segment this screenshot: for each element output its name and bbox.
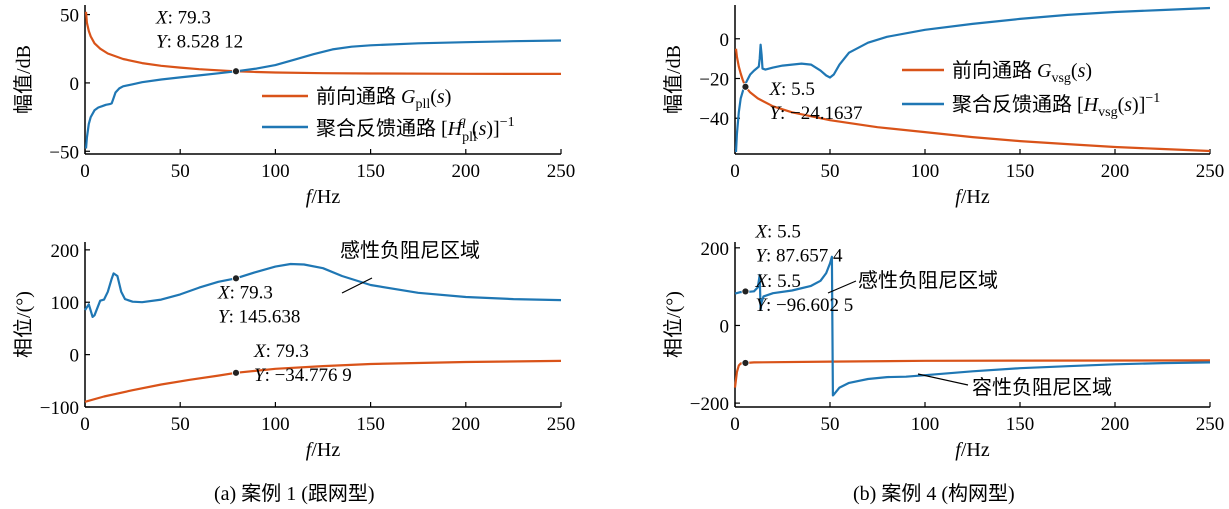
datatip-marker [741, 287, 750, 296]
y-axis-label: 幅值/dB [662, 45, 685, 114]
x-tick-label: 250 [547, 414, 576, 435]
region-label-b-inductive: 感性负阻尼区域 [858, 269, 998, 292]
datatip-marker [232, 368, 240, 377]
datatip-label: Y: −96.602 5 [755, 295, 853, 316]
region-b-capacitive-leader [917, 373, 969, 386]
region-label-b-capacitive: 容性负阻尼区域 [972, 376, 1112, 399]
x-axis-label: f/Hz [306, 439, 341, 461]
x-tick-label: 50 [171, 161, 190, 182]
x-tick-label: 200 [452, 161, 481, 182]
x-tick-label: 200 [452, 414, 481, 435]
series-line-feedback [84, 262, 562, 318]
series-line-forward [734, 48, 1211, 153]
x-tick-label: 50 [821, 161, 840, 182]
x-tick-label: 100 [911, 161, 940, 182]
x-tick-label: 100 [261, 414, 290, 435]
legend-b: 前向通路 Gvsg(s) 聚合反馈通路 [Hvsg(s)]−1 [902, 59, 1160, 120]
x-tick-label: 250 [547, 161, 576, 182]
x-tick-label: 200 [1101, 414, 1130, 435]
x-tick-label: 100 [911, 414, 940, 435]
x-tick-label: 150 [1006, 161, 1035, 182]
series-line-forward [84, 359, 562, 403]
x-tick-label: 150 [356, 161, 385, 182]
legend-a: 前向通路 Gpll(s) 聚合反馈通路 [Hpllq (s)]−1 [262, 85, 515, 145]
region-b-inductive-leader [827, 280, 857, 294]
y-tick-label: −200 [690, 394, 729, 415]
x-tick-label: 100 [261, 161, 290, 182]
y-tick-label: −50 [49, 142, 79, 163]
datatip-label: X: 5.5 [754, 271, 800, 292]
datatip-marker [741, 82, 750, 91]
x-tick-label: 50 [821, 414, 840, 435]
y-tick-label: −20 [699, 70, 729, 91]
datatip-marker [232, 274, 240, 283]
x-tick-label: 250 [1196, 414, 1225, 435]
y-tick-label: −40 [699, 109, 729, 130]
plot-b-magnitude: 0 50 100 150 200 250 −40 −20 0 f/Hz 幅值/dB X: 5.5 Y: … [662, 5, 1224, 208]
datatip-label: X: 79.3 [253, 341, 309, 362]
y-tick-label: 0 [720, 30, 730, 51]
y-tick-label: 200 [701, 239, 730, 260]
datatip-marker [741, 359, 750, 367]
datatip-label: Y: −34.776 9 [254, 365, 352, 386]
x-tick-label: 150 [1006, 414, 1035, 435]
y-tick-label: 0 [720, 316, 730, 337]
datatip-label: X: 79.3 [155, 7, 211, 28]
x-axis-label: f/Hz [955, 186, 990, 208]
series-line-forward [84, 11, 562, 75]
datatip-label: Y: 8.528 12 [156, 31, 243, 52]
region-a-leader [341, 277, 373, 294]
x-axis-label: f/Hz [306, 186, 341, 208]
y-axis-label: 相位/(°) [12, 291, 35, 358]
legend-b-feedback-label: 聚合反馈通路 [Hvsg(s)]−1 [952, 91, 1160, 120]
datatip-label: Y: 145.638 [218, 306, 300, 327]
x-tick-label: 0 [730, 414, 740, 435]
y-axis-label: 相位/(°) [662, 291, 685, 358]
x-tick-label: 0 [80, 161, 90, 182]
y-axis-label: 幅值/dB [12, 45, 35, 114]
legend-b-forward-label: 前向通路 Gvsg(s) [952, 59, 1092, 86]
datatip-label: Y: −24.1637 [769, 103, 862, 124]
datatip-label: X: 5.5 [768, 79, 814, 100]
y-tick-label: 0 [70, 346, 80, 367]
series-line-feedback [84, 39, 562, 149]
x-tick-label: 200 [1101, 161, 1130, 182]
x-tick-label: 250 [1196, 161, 1225, 182]
legend-a-forward-label: 前向通路 Gpll(s) [316, 85, 451, 112]
x-tick-label: 50 [171, 414, 190, 435]
y-tick-label: 50 [60, 6, 79, 27]
y-tick-label: 200 [51, 241, 80, 262]
caption-b: (b) 案例 4 (构网型) [853, 482, 1015, 505]
series-line-feedback [734, 255, 1211, 397]
caption-a: (a) 案例 1 (跟网型) [214, 482, 375, 505]
y-tick-label: −100 [40, 398, 79, 419]
series-line-feedback [734, 6, 1211, 153]
x-axis-label: f/Hz [955, 439, 990, 461]
x-tick-label: 0 [730, 161, 740, 182]
datatip-marker [232, 67, 240, 76]
y-tick-label: 100 [51, 293, 80, 314]
x-tick-label: 0 [80, 414, 90, 435]
datatip-label: X: 5.5 [754, 221, 800, 242]
legend-a-feedback-label: 聚合反馈通路 [Hpllq (s)]−1 [316, 114, 515, 145]
y-tick-label: 0 [70, 74, 80, 95]
datatip-label: Y: 87.657 4 [755, 245, 843, 266]
datatip-label: X: 79.3 [217, 282, 273, 303]
region-label-a: 感性负阻尼区域 [340, 239, 480, 262]
series-line-forward [733, 359, 1211, 388]
region-labels: 感性负阻尼区域 感性负阻尼区域 容性负阻尼区域 [340, 239, 1112, 399]
x-tick-label: 150 [356, 414, 385, 435]
